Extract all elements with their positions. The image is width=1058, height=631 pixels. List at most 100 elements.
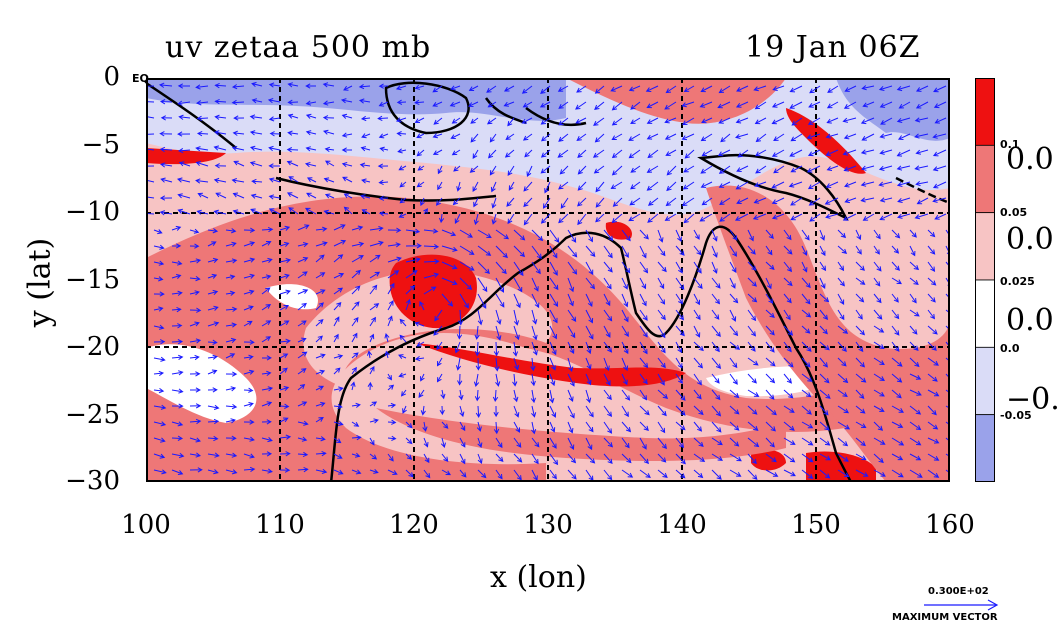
wind-vector [783,373,792,384]
wind-vector [621,245,629,259]
wind-vector [378,179,389,186]
map-frame [146,78,950,482]
wind-vector [933,101,947,109]
wind-vector [189,275,201,282]
wind-vector [612,197,623,207]
wind-vector [855,373,867,383]
wind-vector [603,389,612,401]
wind-vector [891,245,900,254]
wind-vector [333,301,342,311]
wind-vector [837,245,848,254]
wind-vector [474,341,481,357]
wind-vector [333,254,344,263]
wind-vector [171,323,183,329]
wind-vector [791,117,803,126]
wind-vector [315,401,326,407]
wind-vector [819,261,827,272]
wind-vector [880,117,893,125]
wind-vector [195,146,209,152]
wind-vector [909,437,922,446]
wind-vector [315,385,325,391]
wind-vector [693,421,703,432]
wind-vector [855,453,867,461]
wind-vector [862,101,875,108]
wind-vector [360,115,371,122]
wind-vector [945,469,950,474]
wind-vector [225,290,236,296]
wind-vector [322,100,335,106]
wind-vector [603,357,610,372]
wind-vector [153,291,165,297]
wind-vector [809,85,821,94]
wind-vector [416,149,425,157]
wind-vector [398,213,407,218]
wind-vector [531,421,537,435]
wind-vector [873,437,886,445]
wind-vector [153,404,167,410]
x-tick-label: 150 [791,510,841,540]
wind-vector [531,261,541,275]
wind-vector [279,367,288,375]
colorbar-block [975,78,995,146]
wind-vector [567,373,575,387]
wind-vector [549,437,557,449]
wind-vector [855,421,867,429]
wind-vector [675,405,686,416]
wind-vector [783,293,792,304]
wind-vector [146,177,155,183]
wind-vector [214,114,227,120]
wind-vector [261,451,273,457]
wind-vector [855,357,865,368]
wind-vector [621,309,629,323]
wind-vector [396,131,407,137]
wind-vector [279,467,291,473]
wind-vector [432,149,443,155]
wind-vector [453,165,461,172]
wind-vector [558,101,569,109]
wind-vector [675,261,683,274]
wind-vector [251,98,263,104]
wind-vector [343,193,353,199]
wind-vector [495,293,505,308]
wind-vector [729,437,740,447]
wind-vector [261,274,272,280]
wind-vector [610,85,623,92]
wind-vector [214,82,227,89]
wind-vector [927,373,938,382]
wind-vector [891,341,900,352]
wind-vector [315,318,324,327]
wind-vector [927,261,936,272]
wind-vector [153,306,164,312]
wind-vector [819,469,831,479]
wind-vector [819,341,830,351]
wind-vector [945,405,950,410]
wind-vector [932,133,947,139]
wind-vector [477,437,483,448]
wind-vector [297,466,309,473]
wind-vector [837,389,848,397]
wind-vector [896,149,911,157]
wind-vector [909,405,922,415]
wind-vector [459,421,466,432]
wind-vector [718,117,731,124]
wind-vector [544,181,551,194]
wind-vector [567,277,575,293]
wind-vector [628,133,641,141]
wind-vector [560,197,569,209]
wind-vector [736,85,749,92]
wind-vector [351,435,362,441]
wind-vector [567,261,578,275]
wind-vector [765,261,775,271]
wind-vector [754,101,767,110]
wind-vector [567,245,578,258]
wind-vector [567,325,576,339]
wind-vector [459,405,465,418]
wind-vector [819,229,825,241]
wind-vector [369,226,384,232]
wind-vector [747,309,757,322]
wind-vector [807,181,821,190]
wind-vector [603,373,611,386]
wind-vector [512,373,518,387]
wind-vector [603,437,614,448]
wind-vector [189,467,203,473]
